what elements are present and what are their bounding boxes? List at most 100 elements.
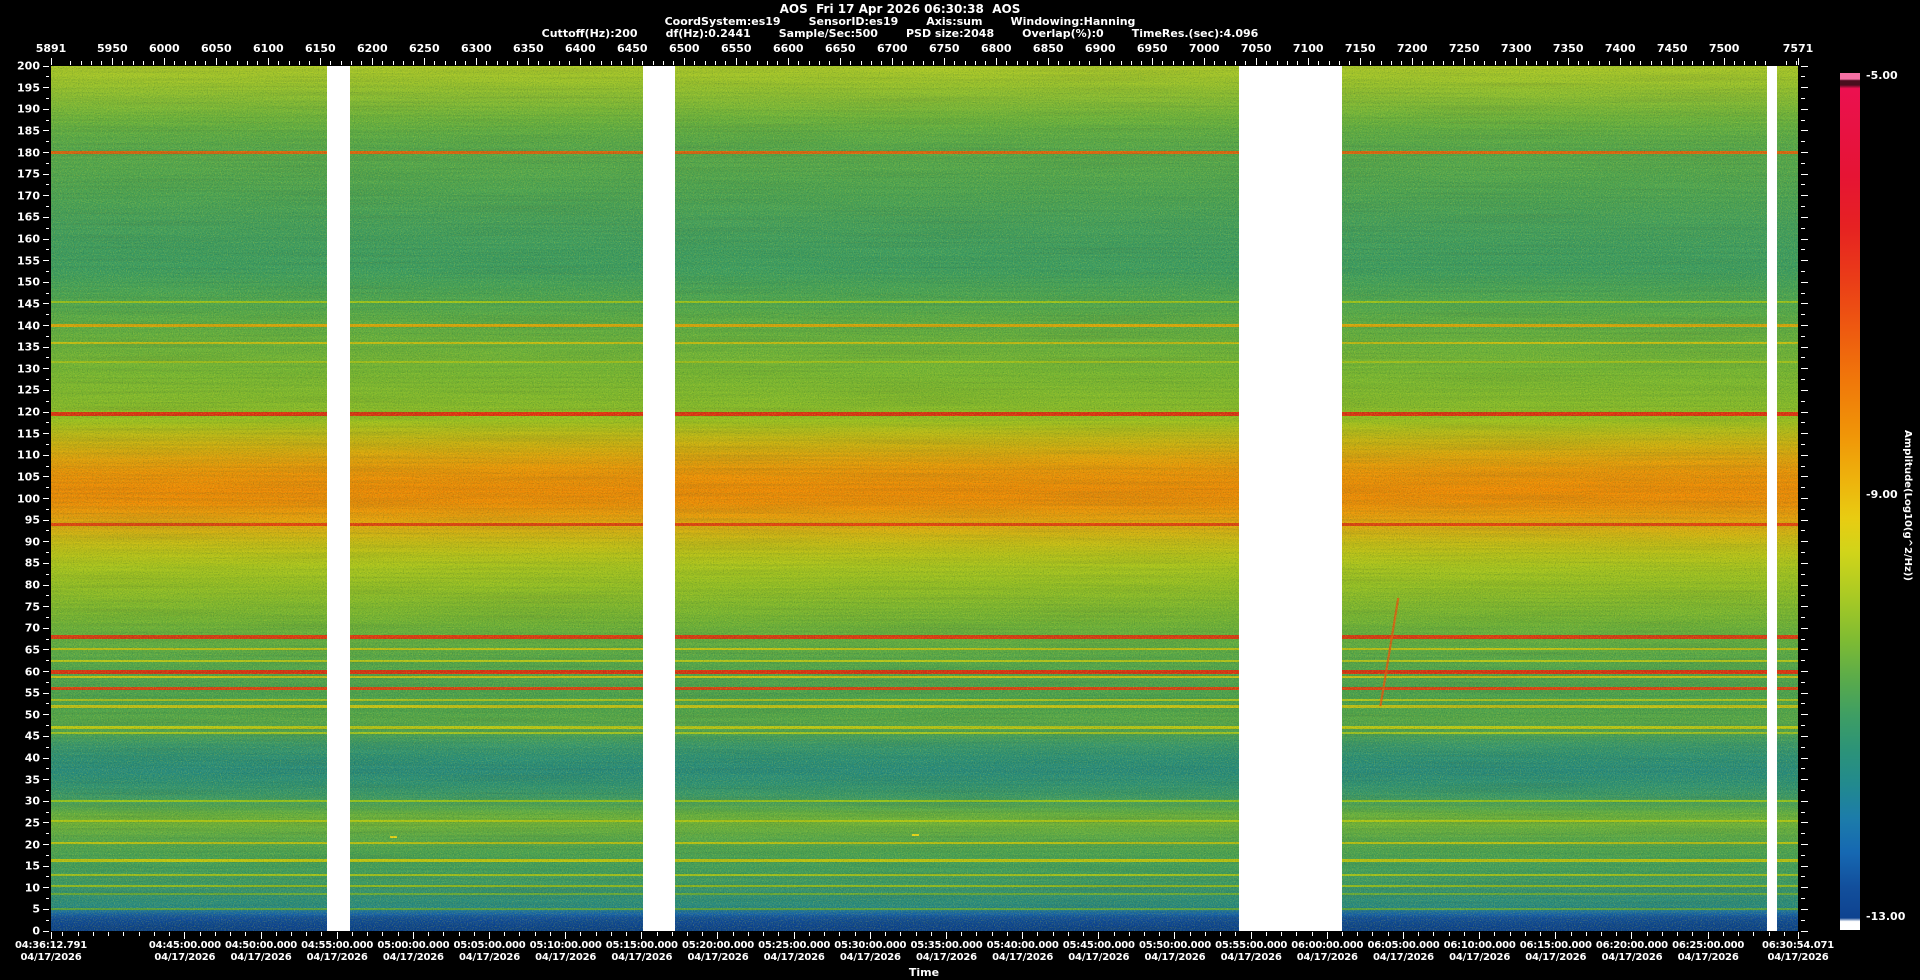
frequency-major-tick [43, 87, 49, 89]
top-axis-minor-tick [1234, 61, 1236, 65]
spectral-line [51, 647, 1798, 650]
time-value: 05:10:00.000 [529, 940, 602, 951]
time-minor-tick [1204, 932, 1206, 936]
top-axis-tick-label: 6000 [149, 42, 180, 55]
top-axis-minor-tick [1224, 61, 1226, 65]
top-axis-minor-tick [1474, 61, 1476, 65]
spectral-line [51, 361, 1798, 364]
top-axis-tick-label: 6700 [876, 42, 908, 55]
frequency-tick-label: 15 [24, 859, 40, 873]
top-axis-minor-tick [1494, 61, 1496, 65]
colorbar-tick-label-bottom: -13.00 [1866, 910, 1906, 923]
top-axis-tick-label: 5891 [35, 42, 67, 55]
top-axis-major-tick [735, 58, 737, 65]
top-axis-major-tick [371, 58, 373, 65]
frequency-major-tick-right [1801, 735, 1808, 737]
top-axis-minor-tick [184, 61, 186, 65]
top-axis-minor-tick [1297, 61, 1299, 65]
frequency-minor-tick [46, 595, 49, 597]
frequency-major-tick [43, 757, 49, 759]
frequency-minor-tick-right [1801, 400, 1805, 402]
time-tick-label: 06:25:00.000 04/17/2026 [1672, 940, 1744, 964]
top-axis-tick-label: 7100 [1292, 42, 1324, 55]
time-minor-tick [687, 932, 689, 936]
time-minor-tick [1144, 932, 1145, 936]
frequency-major-tick [43, 152, 49, 153]
frequency-tick-label: 170 [17, 189, 40, 203]
top-axis-major-tick [1463, 58, 1465, 65]
time-minor-tick [1342, 932, 1344, 936]
frequency-minor-tick [46, 530, 49, 532]
frequency-major-tick-right [1801, 757, 1808, 759]
top-axis-minor-tick [1328, 61, 1330, 65]
time-minor-tick [1555, 932, 1557, 936]
header-param: df(Hz):0.2441 [665, 27, 751, 40]
frequency-minor-tick [46, 616, 49, 618]
frequency-minor-tick [46, 898, 49, 900]
date-value: 04/17/2026 [992, 952, 1054, 963]
spectral-line [51, 412, 1798, 417]
frequency-tick-label: 65 [24, 643, 40, 657]
top-axis-minor-tick [714, 61, 716, 65]
time-minor-tick [885, 932, 887, 936]
frequency-minor-tick-right [1801, 616, 1805, 618]
top-axis-minor-tick [1640, 61, 1642, 65]
top-axis-minor-tick [496, 61, 498, 65]
spectral-line [51, 705, 1798, 709]
top-axis-minor-tick [798, 61, 800, 65]
top-axis-minor-tick [652, 61, 654, 65]
frequency-minor-tick-right [1801, 660, 1805, 662]
frequency-minor-tick-right [1801, 919, 1805, 921]
date-value: 04/17/2026 [611, 952, 673, 963]
frequency-major-tick-right [1801, 779, 1808, 781]
frequency-major-tick-right [1801, 519, 1808, 521]
top-axis-major-tick [1515, 58, 1517, 65]
frequency-tick-label: 35 [24, 773, 40, 787]
date-value: 04/17/2026 [458, 952, 520, 963]
frequency-tick-label: 175 [17, 167, 40, 181]
frequency-minor-tick [46, 833, 49, 835]
frequency-minor-tick [46, 811, 49, 813]
frequency-major-tick [43, 303, 49, 305]
top-axis-major-tick [163, 58, 165, 65]
time-minor-tick [1433, 932, 1435, 936]
time-minor-tick [214, 932, 216, 936]
top-axis-minor-tick [954, 61, 956, 65]
top-axis-minor-tick [340, 61, 342, 65]
spectral-line [51, 659, 1798, 662]
top-axis-minor-tick [351, 61, 353, 65]
time-minor-tick [1646, 932, 1648, 936]
amplitude-colorbar [1840, 73, 1860, 930]
frequency-tick-label: 0 [32, 924, 40, 938]
time-minor-tick [260, 932, 262, 936]
header-param: PSD size:2048 [905, 27, 995, 40]
frequency-minor-tick-right [1801, 789, 1805, 791]
time-minor-tick [1250, 932, 1252, 936]
frequency-minor-tick-right [1801, 465, 1805, 467]
frequency-major-tick [43, 735, 49, 737]
time-minor-tick [1159, 932, 1161, 936]
time-minor-tick [626, 932, 628, 936]
frequency-tick-label: 120 [17, 405, 40, 419]
frequency-minor-tick [46, 270, 49, 272]
top-axis-minor-tick [1546, 61, 1548, 65]
data-gap [643, 66, 675, 931]
time-tick-label: 05:35:00.000 04/17/2026 [910, 940, 982, 964]
frequency-minor-tick [46, 854, 49, 856]
frequency-minor-tick [46, 746, 49, 748]
top-axis-tick-label: 6450 [616, 42, 648, 55]
spectral-line [51, 819, 1798, 822]
time-minor-tick [458, 932, 460, 936]
top-axis-major-tick [1671, 58, 1673, 65]
time-minor-tick [1631, 932, 1633, 936]
top-axis-minor-tick [174, 61, 176, 65]
top-axis-minor-tick [964, 61, 966, 65]
time-minor-tick [1311, 932, 1313, 936]
time-minor-tick [900, 932, 902, 936]
frequency-tick-label: 145 [17, 297, 40, 311]
frequency-minor-tick-right [1801, 573, 1805, 575]
top-axis-major-tick [423, 58, 425, 65]
spectrogram-canvas[interactable] [51, 66, 1798, 931]
top-axis-minor-tick [1318, 61, 1320, 65]
top-axis-major-tick [319, 58, 321, 65]
